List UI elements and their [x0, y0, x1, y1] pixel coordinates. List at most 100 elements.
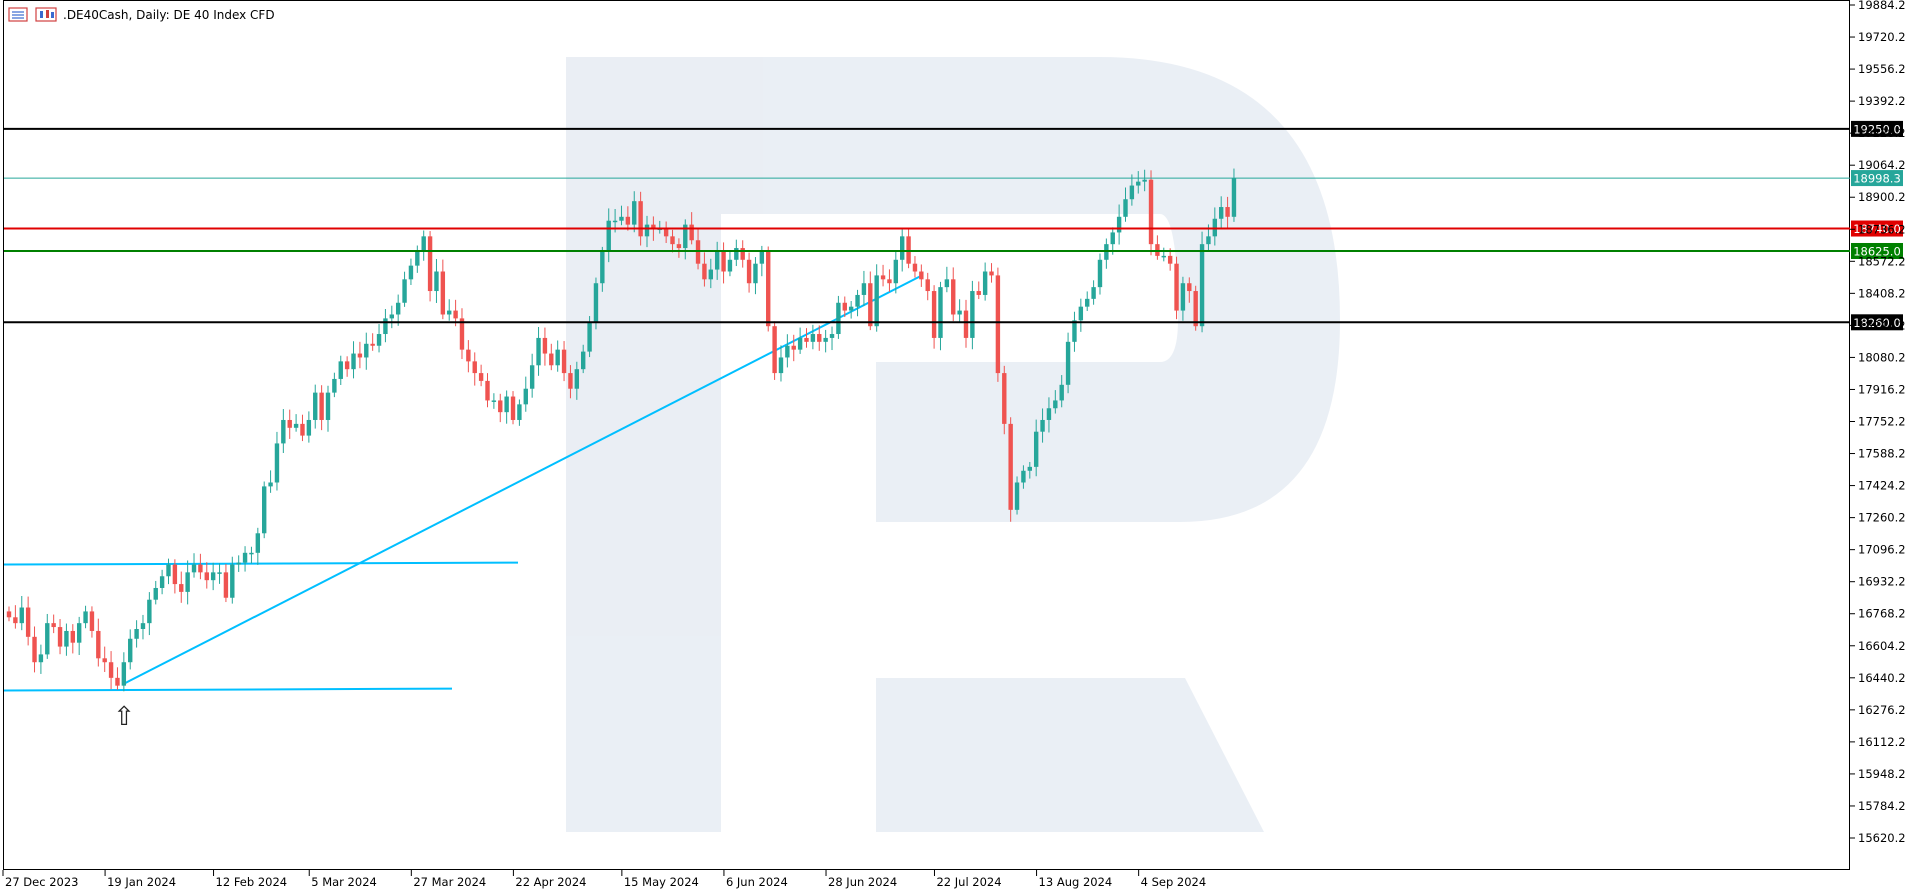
- candle-body: [108, 662, 114, 678]
- candle-body: [185, 572, 190, 592]
- candle-body: [1014, 482, 1020, 510]
- candle-body: [619, 216, 624, 221]
- candle: [408, 258, 414, 285]
- candle: [670, 229, 675, 253]
- candle: [868, 271, 873, 331]
- candle: [542, 327, 548, 366]
- candle: [128, 629, 133, 670]
- candle: [402, 271, 407, 307]
- x-tick-label: 12 Feb 2024: [216, 875, 288, 889]
- candle-body: [880, 275, 886, 280]
- candle-body: [1187, 283, 1192, 292]
- candle: [529, 353, 535, 398]
- candle-body: [1033, 431, 1039, 467]
- candle: [179, 571, 184, 603]
- candle-body: [287, 419, 292, 428]
- candle: [485, 373, 490, 408]
- candle: [778, 345, 784, 382]
- candle-body: [204, 572, 209, 581]
- candle-body: [293, 423, 299, 428]
- candle: [498, 393, 503, 423]
- candle-body: [147, 599, 152, 624]
- candle: [574, 361, 580, 400]
- channel-lower-line: [3, 687, 453, 692]
- y-tick-label: 19228.2: [1858, 126, 1906, 140]
- candle: [434, 259, 439, 303]
- candle: [1059, 375, 1064, 408]
- candle-body: [1167, 255, 1173, 264]
- candle-body: [791, 345, 796, 350]
- candle: [1008, 417, 1013, 522]
- candle: [274, 431, 280, 491]
- candle-body: [1040, 419, 1045, 432]
- candle: [581, 344, 586, 374]
- x-tick-label: 22 Jul 2024: [936, 875, 1001, 889]
- candle-body: [102, 658, 107, 663]
- candle-body: [351, 353, 356, 370]
- y-tick-label: 17096.2: [1858, 543, 1906, 557]
- candle: [836, 295, 841, 339]
- candle-body: [13, 617, 18, 624]
- candle: [6, 606, 12, 622]
- candle: [536, 326, 541, 376]
- support-break-price-label: 18625.0: [1853, 244, 1901, 258]
- candle: [421, 230, 426, 261]
- candle: [325, 385, 331, 432]
- candle: [440, 259, 446, 320]
- candle-body: [612, 220, 618, 223]
- candle-body: [421, 236, 426, 252]
- candle-body: [45, 623, 50, 655]
- candle-body: [861, 283, 867, 295]
- candle: [478, 364, 484, 387]
- candle: [140, 614, 146, 640]
- candle-body: [1021, 470, 1026, 483]
- candle-body: [217, 572, 222, 574]
- candle-body: [829, 334, 835, 338]
- candles: [6, 168, 1237, 692]
- candle: [510, 391, 516, 425]
- candle: [166, 558, 171, 585]
- y-tick-label: 17260.2: [1858, 511, 1906, 525]
- candles-icon[interactable]: [35, 7, 57, 22]
- candle: [32, 626, 37, 673]
- candle: [632, 191, 637, 233]
- candle: [861, 270, 867, 307]
- candle: [415, 245, 420, 273]
- candle-body: [364, 343, 369, 358]
- candle: [427, 231, 433, 302]
- candle: [1065, 332, 1071, 394]
- candle: [676, 238, 682, 258]
- trend-lines: [3, 274, 923, 692]
- candle-body: [919, 271, 924, 280]
- candle-body: [708, 269, 713, 280]
- x-tick-label: 28 Jun 2024: [828, 875, 897, 889]
- candle-body: [746, 259, 752, 284]
- chart-type-icon[interactable]: [8, 7, 28, 22]
- candle-body: [300, 423, 305, 436]
- y-tick-label: 16440.2: [1858, 671, 1906, 685]
- candle: [970, 280, 975, 350]
- candle: [517, 399, 522, 426]
- candle: [1072, 311, 1077, 352]
- candle: [1161, 247, 1166, 262]
- candle-body: [395, 302, 401, 315]
- candle-body: [313, 392, 318, 420]
- candle-body: [1085, 298, 1090, 307]
- candle-body: [593, 283, 599, 323]
- candle-body: [491, 400, 497, 402]
- candle-body: [976, 291, 981, 295]
- candle: [791, 334, 796, 362]
- candle-body: [785, 345, 790, 358]
- candle: [395, 294, 401, 326]
- candle: [1040, 408, 1045, 443]
- candle-body: [1078, 306, 1084, 321]
- candle-body: [255, 533, 261, 553]
- candle: [893, 250, 899, 294]
- candle-body: [1027, 466, 1032, 471]
- candle-body: [600, 251, 605, 284]
- candle-body: [1091, 287, 1096, 299]
- candle: [1219, 196, 1224, 230]
- candle-body: [874, 275, 879, 327]
- candle: [714, 241, 720, 280]
